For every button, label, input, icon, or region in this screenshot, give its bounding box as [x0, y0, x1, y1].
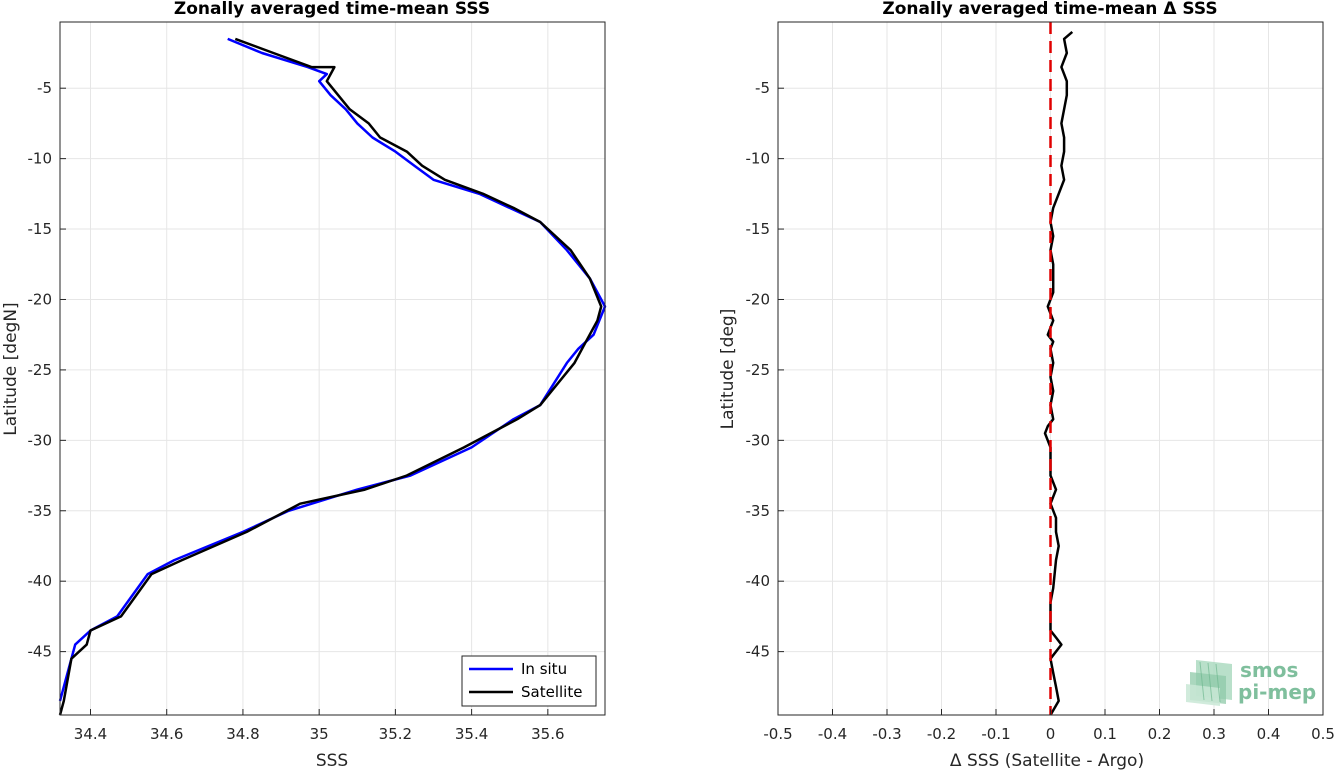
sss-x-tick-label: 35.4	[455, 725, 488, 743]
sss-series-satellite-line	[58, 37, 603, 716]
delta-sss-y-tick-label: -5	[755, 79, 770, 97]
sss-x-tick-label: 35.2	[379, 725, 412, 743]
sss-x-tick-label: 34.6	[150, 725, 183, 743]
delta-sss-y-axis-label: Latitude [deg]	[718, 309, 738, 430]
delta-sss-x-tick-label: -0.2	[927, 725, 956, 743]
delta-sss-y-tick-label: -35	[746, 502, 771, 520]
sss-panel: 34.4 34.6 34.8 35 35.2 35.4 35.6 -5 -10 -15 -20 -25…	[1, 0, 607, 770]
sss-grid	[60, 22, 605, 715]
sss-chart-title: Zonally averaged time-mean SSS	[174, 0, 490, 19]
delta-sss-y-tick-label: -30	[746, 431, 771, 449]
delta-sss-x-tick-label: 0.4	[1257, 725, 1281, 743]
sss-y-tick-label: -10	[28, 150, 53, 168]
logo-line-1: smos	[1240, 658, 1298, 682]
sss-ticks: 34.4 34.6 34.8 35 35.2 35.4 35.6 -5 -10 -15 -20 -25…	[28, 79, 565, 743]
delta-sss-x-tick-label: 0.5	[1311, 725, 1335, 743]
delta-sss-x-tick-label: 0.1	[1093, 725, 1117, 743]
delta-sss-x-tick-label: -0.1	[981, 725, 1010, 743]
delta-sss-x-tick-label: 0	[1046, 725, 1056, 743]
sss-y-tick-label: -35	[28, 502, 53, 520]
delta-sss-chart-title: Zonally averaged time-mean Δ SSS	[882, 0, 1217, 19]
sss-x-axis-label: SSS	[316, 751, 348, 770]
sss-axes-box	[59, 21, 606, 716]
sss-x-tick-label: 34.4	[74, 725, 107, 743]
delta-sss-series-lines	[1043, 22, 1074, 716]
sss-y-tick-label: -25	[28, 361, 53, 379]
sss-x-tick-label: 34.8	[226, 725, 259, 743]
sss-y-tick-label: -15	[28, 220, 53, 238]
sss-y-tick-label: -30	[28, 431, 53, 449]
legend-box	[461, 655, 597, 707]
delta-sss-y-tick-label: -10	[746, 150, 771, 168]
legend-satellite-label: Satellite	[521, 683, 582, 701]
delta-sss-x-axis-label: Δ SSS (Satellite - Argo)	[950, 751, 1144, 770]
delta-sss-x-tick-label: 0.3	[1202, 725, 1226, 743]
legend-in-situ-label: In situ	[521, 660, 567, 678]
delta-sss-panel: -0.5 -0.4 -0.3 -0.2 -0.1 0 0.1 0.2 0.3 0.4 0.5 -5 -1…	[718, 0, 1335, 770]
sss-y-tick-label: -40	[28, 572, 53, 590]
sss-plot-area	[60, 22, 605, 715]
delta-sss-x-tick-label: -0.5	[763, 725, 792, 743]
delta-sss-y-tick-label: -15	[746, 220, 771, 238]
sss-legend: In situ Satellite	[461, 655, 597, 707]
delta-sss-y-tick-label: -20	[746, 290, 771, 308]
delta-sss-y-tick-label: -40	[746, 572, 771, 590]
smos-pi-mep-logo: smos pi-mep	[1186, 658, 1316, 706]
delta-sss-y-tick-label: -45	[746, 643, 771, 661]
sss-y-axis-label: Latitude [degN]	[1, 302, 21, 435]
logo-line-2: pi-mep	[1238, 680, 1316, 704]
delta-sss-x-tick-label: 0.2	[1148, 725, 1172, 743]
sss-y-tick-label: -5	[37, 79, 52, 97]
sss-y-tick-label: -20	[28, 290, 53, 308]
sss-x-tick-label: 35.6	[531, 725, 564, 743]
delta-sss-x-tick-label: -0.3	[872, 725, 901, 743]
delta-sss-y-tick-label: -25	[746, 361, 771, 379]
delta-sss-x-tick-label: -0.4	[818, 725, 847, 743]
logo-emblem-icon	[1186, 660, 1232, 706]
delta-sss-ticks: -0.5 -0.4 -0.3 -0.2 -0.1 0 0.1 0.2 0.3 0.4 0.5 -5 -1…	[746, 79, 1335, 743]
sss-x-tick-label: 35	[310, 725, 329, 743]
sss-y-tick-label: -45	[28, 643, 53, 661]
